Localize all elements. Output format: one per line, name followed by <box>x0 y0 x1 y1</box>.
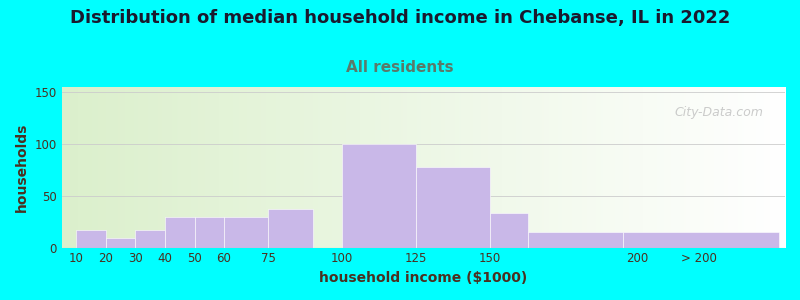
Bar <box>224 217 268 248</box>
X-axis label: household income ($1000): household income ($1000) <box>319 271 527 285</box>
Bar <box>77 230 106 247</box>
Bar <box>528 232 622 248</box>
Bar <box>490 213 528 247</box>
Bar <box>622 232 779 248</box>
Bar <box>416 167 490 248</box>
Bar <box>268 209 313 247</box>
Bar <box>342 144 416 248</box>
Text: Distribution of median household income in Chebanse, IL in 2022: Distribution of median household income … <box>70 9 730 27</box>
Bar <box>194 217 224 248</box>
Text: City-Data.com: City-Data.com <box>674 106 763 119</box>
Y-axis label: households: households <box>15 123 29 212</box>
Text: All residents: All residents <box>346 60 454 75</box>
Bar <box>135 230 165 247</box>
Bar <box>165 217 194 248</box>
Bar <box>106 238 135 248</box>
